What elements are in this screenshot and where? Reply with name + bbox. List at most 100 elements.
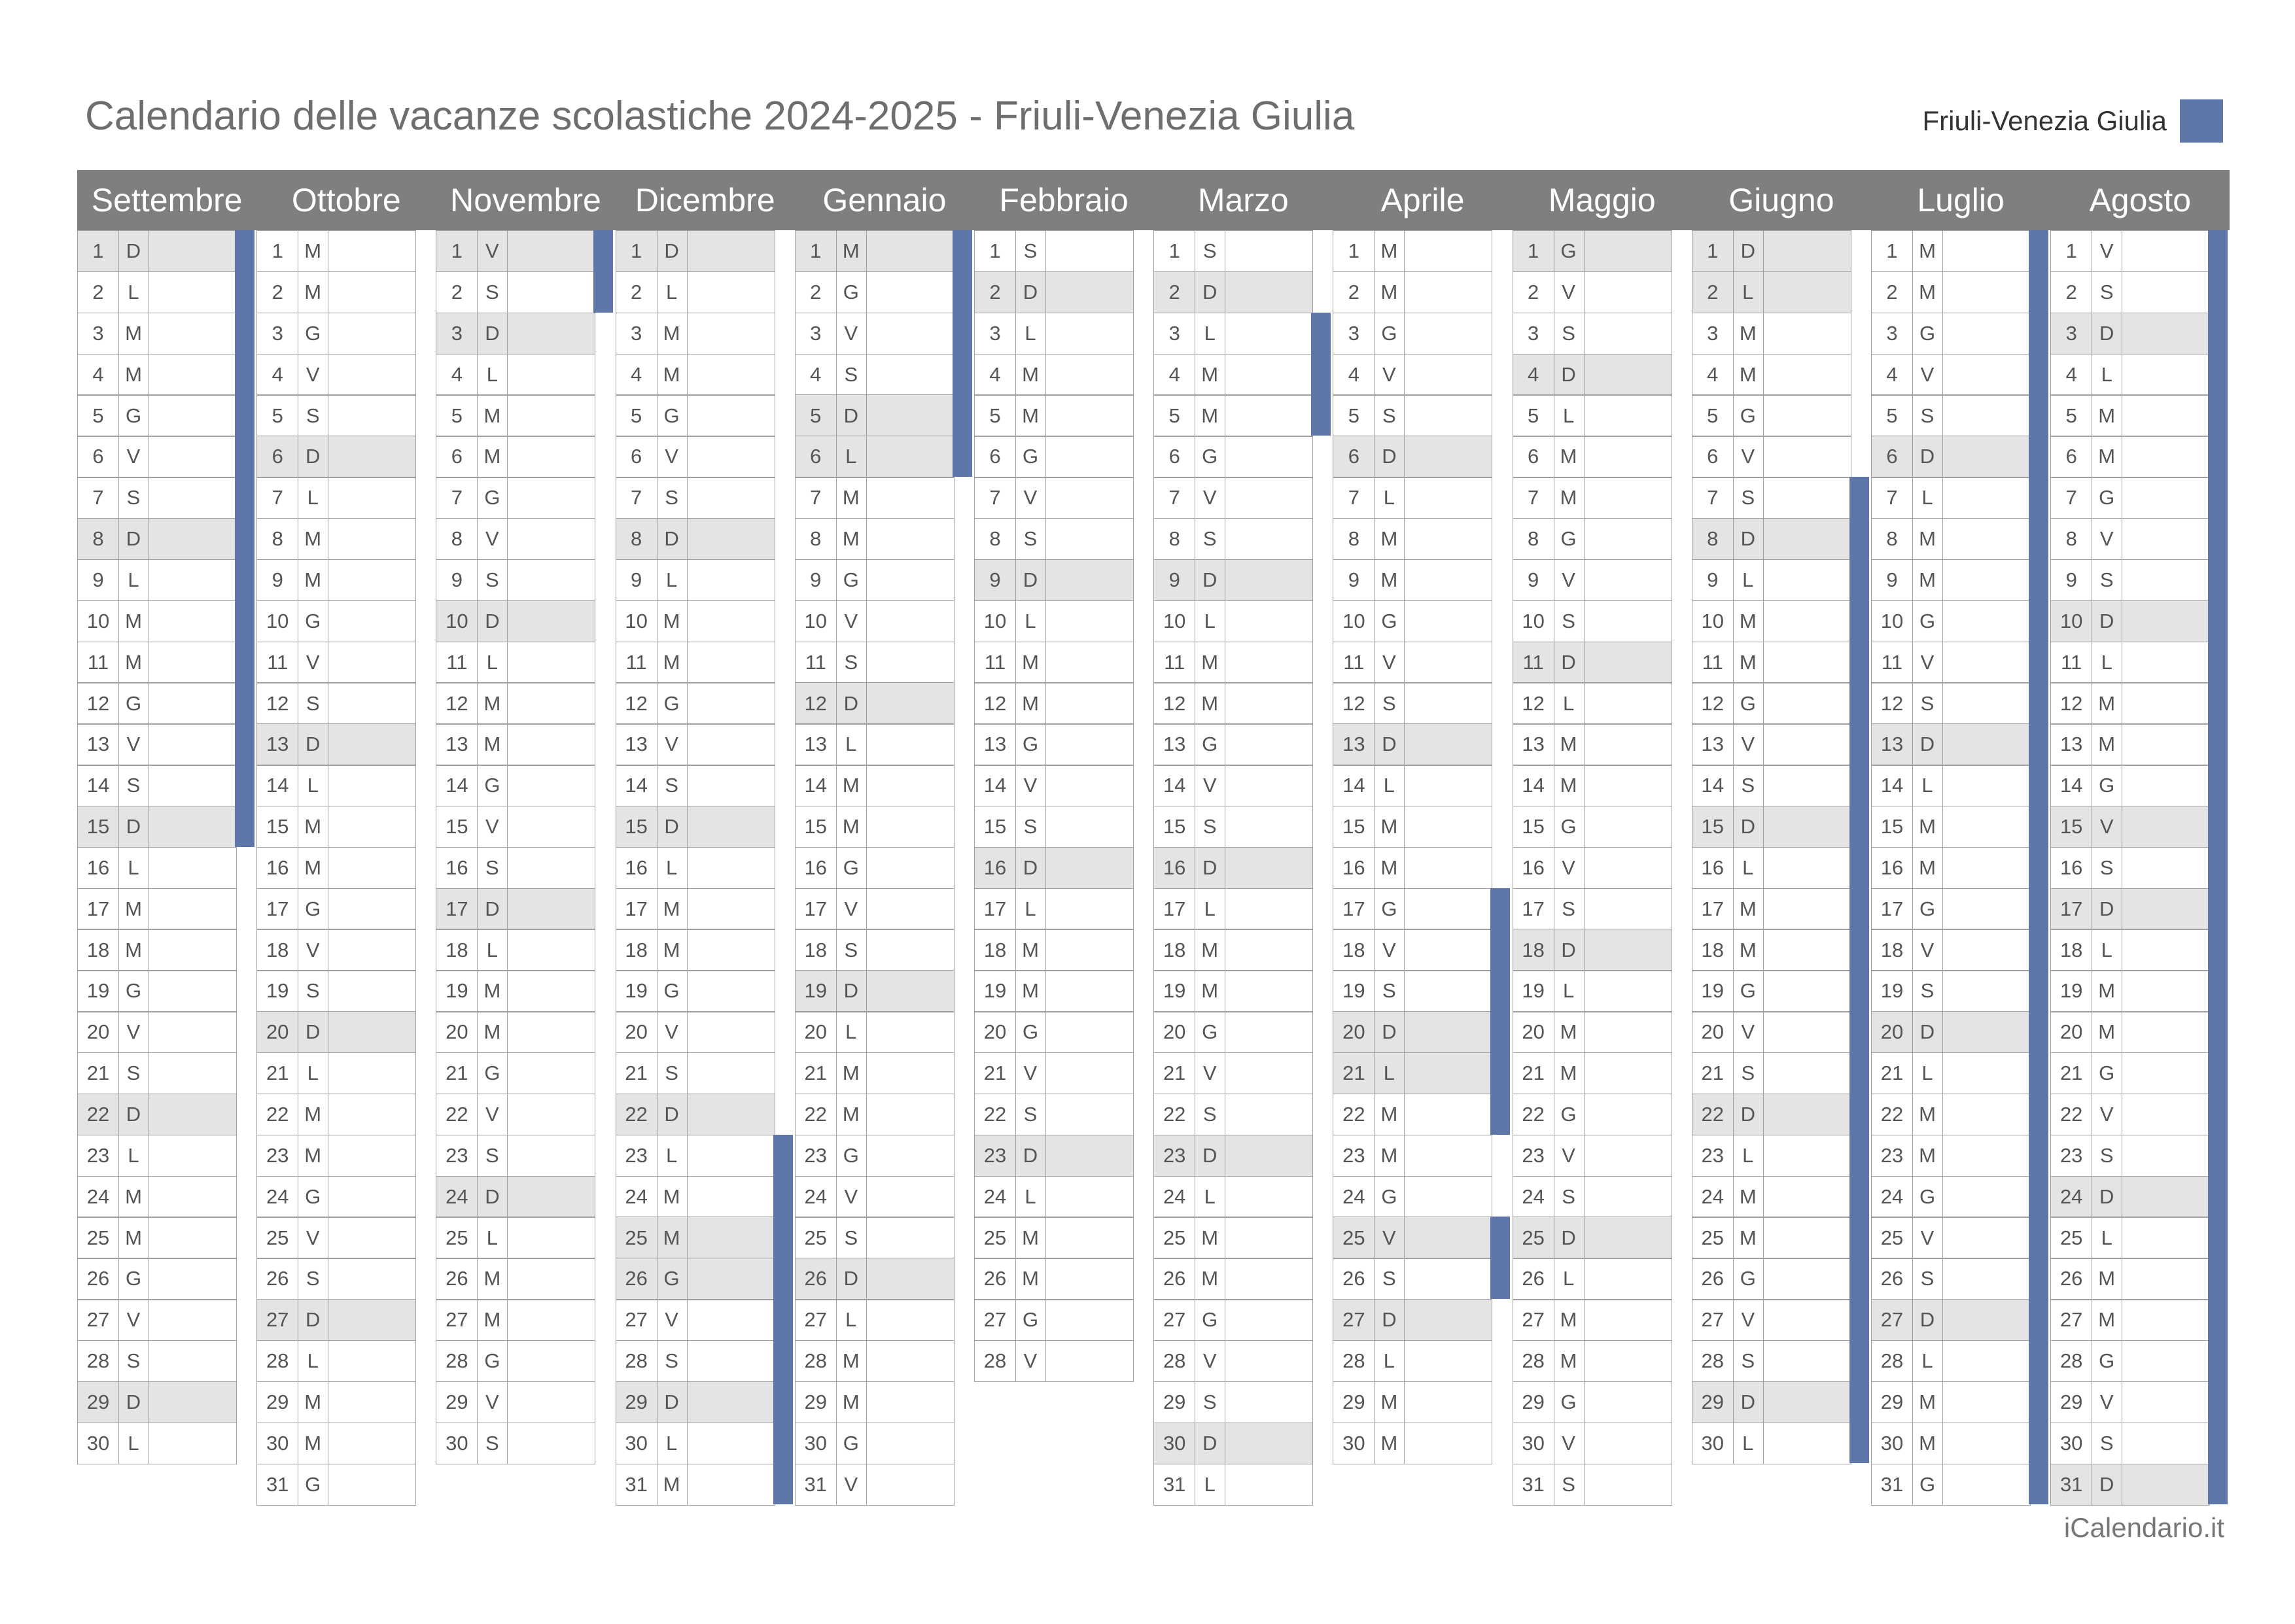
weekday-letter: V (1195, 1053, 1226, 1094)
weekday-letter: M (477, 1012, 508, 1053)
weekday-letter: M (1554, 1053, 1585, 1094)
weekday-letter: L (2092, 1217, 2123, 1258)
weekday-letter: V (836, 1464, 867, 1505)
weekday-letter: G (836, 559, 867, 601)
day-number: 11 (78, 642, 119, 683)
day-cell: 20 V (77, 1011, 237, 1054)
weekday-letter: L (298, 1053, 329, 1094)
weekday-letter: M (298, 1135, 329, 1177)
day-cell: 17 V (794, 888, 955, 930)
weekday-letter: M (118, 1217, 149, 1258)
day-number: 18 (616, 929, 657, 971)
day-cell: 18 L (436, 929, 596, 971)
day-cell: 24 L (1153, 1175, 1314, 1218)
day-number: 2 (2051, 271, 2093, 313)
day-number: 11 (1513, 642, 1554, 683)
weekday-letter: L (1554, 1258, 1585, 1300)
day-number: 27 (1154, 1300, 1196, 1341)
day-cell: 21 G (436, 1052, 596, 1095)
day-number: 26 (1872, 1258, 1913, 1300)
day-cell: 29 D (615, 1381, 775, 1424)
weekday-letter: S (1554, 1176, 1585, 1217)
day-cell: 21 V (1153, 1052, 1314, 1095)
day-number: 21 (1154, 1053, 1196, 1094)
day-cell: 12 G (77, 682, 237, 725)
day-number: 4 (78, 354, 119, 395)
day-number: 16 (78, 847, 119, 889)
weekday-letter: M (118, 888, 149, 929)
day-cell: 25 L (436, 1217, 596, 1259)
day-number: 11 (1872, 642, 1913, 683)
day-cell: 26 S (1333, 1258, 1493, 1300)
weekday-letter: L (2092, 929, 2123, 971)
weekday-letter: M (118, 642, 149, 683)
day-number: 2 (436, 271, 478, 313)
day-cell: 14 V (1153, 765, 1314, 807)
day-number: 3 (1872, 313, 1913, 354)
weekday-letter: M (2092, 1258, 2123, 1300)
weekday-letter: G (1733, 683, 1764, 724)
weekday-letter: M (1733, 929, 1764, 971)
weekday-letter: M (1195, 1217, 1226, 1258)
weekday-letter: M (1195, 929, 1226, 971)
weekday-letter: V (1374, 929, 1405, 971)
weekday-letter: M (1015, 1258, 1046, 1300)
day-number: 26 (796, 1258, 837, 1300)
day-number: 28 (616, 1340, 657, 1382)
weekday-letter: D (1195, 559, 1226, 601)
day-cell: 23 S (436, 1134, 596, 1177)
weekday-letter: G (1195, 1012, 1226, 1053)
day-cell: 21 V (974, 1052, 1134, 1095)
day-number: 15 (1333, 806, 1375, 848)
day-number: 12 (1333, 683, 1375, 724)
day-number: 26 (257, 1258, 299, 1300)
day-cell: 11 D (1512, 641, 1672, 683)
day-number: 28 (1333, 1340, 1375, 1382)
weekday-letter: M (1015, 683, 1046, 724)
day-number: 2 (796, 271, 837, 313)
day-number: 5 (616, 395, 657, 436)
day-number: 10 (1333, 600, 1375, 642)
weekday-letter: L (1015, 888, 1046, 929)
day-number: 6 (1333, 436, 1375, 477)
day-number: 30 (1154, 1423, 1196, 1464)
day-number: 11 (1154, 642, 1196, 683)
weekday-letter: L (1912, 765, 1943, 806)
day-number: 17 (1154, 888, 1196, 929)
day-cell: 25 D (1512, 1217, 1672, 1259)
day-cell: 22 S (974, 1093, 1134, 1136)
day-cell: 23 M (256, 1134, 417, 1177)
day-number: 2 (1513, 271, 1554, 313)
weekday-letter: L (1554, 971, 1585, 1012)
weekday-letter: G (118, 1258, 149, 1300)
weekday-letter: M (1195, 642, 1226, 683)
day-cell: 30 M (1333, 1422, 1493, 1464)
weekday-letter: M (836, 1094, 867, 1135)
day-number: 24 (257, 1176, 299, 1217)
day-number: 25 (1333, 1217, 1375, 1258)
weekday-letter: L (657, 1423, 688, 1464)
day-cell: 15 V (2050, 805, 2211, 848)
weekday-letter: S (1733, 1053, 1764, 1094)
day-cell: 27 G (1153, 1299, 1314, 1341)
day-cell: 18 S (794, 929, 955, 971)
weekday-letter: G (1015, 436, 1046, 477)
day-number: 9 (436, 559, 478, 601)
day-cell: 27 M (2050, 1299, 2211, 1341)
weekday-letter: G (1733, 971, 1764, 1012)
day-number: 12 (436, 683, 478, 724)
day-number: 8 (1154, 518, 1196, 560)
weekday-letter: G (1912, 1176, 1943, 1217)
